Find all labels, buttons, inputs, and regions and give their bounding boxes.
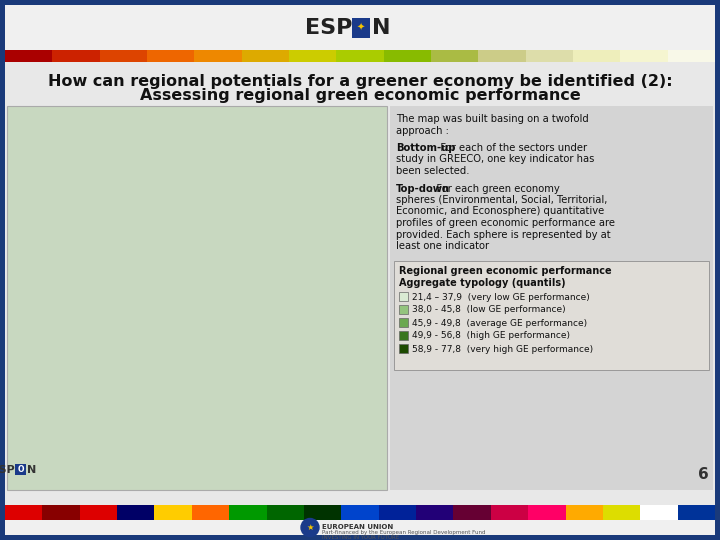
Bar (352, 17, 370, 37)
Text: approach :: approach : (396, 125, 449, 136)
Bar (194, 50, 242, 62)
Circle shape (301, 518, 319, 537)
Bar (5, 5, 715, 50)
Bar (242, 50, 289, 62)
Text: The map was built basing on a twofold: The map was built basing on a twofold (396, 114, 589, 124)
Bar (640, 505, 678, 520)
Text: Bottom-up: Bottom-up (396, 143, 456, 153)
Text: been selected.: been selected. (396, 166, 469, 176)
Text: How can regional potentials for a greener economy be identified (2):: How can regional potentials for a greene… (48, 74, 672, 89)
Text: ★: ★ (306, 523, 314, 532)
Bar (53, 50, 99, 62)
Text: Economic, and Econosphere) quantitative: Economic, and Econosphere) quantitative (396, 206, 604, 217)
Bar (491, 505, 528, 520)
Text: least one indicator: least one indicator (396, 241, 489, 251)
Text: spheres (Environmental, Social, Territorial,: spheres (Environmental, Social, Territor… (396, 195, 608, 205)
Bar (341, 505, 379, 520)
Text: O: O (17, 465, 24, 475)
Text: 6: 6 (698, 467, 709, 482)
Text: ESP: ESP (0, 465, 15, 475)
Text: Aggregate typology (quantils): Aggregate typology (quantils) (399, 278, 566, 287)
Text: Regional green economic performance: Regional green economic performance (399, 266, 611, 275)
Bar (5, 50, 53, 62)
Bar (80, 505, 117, 520)
Text: study in GREECO, one key indicator has: study in GREECO, one key indicator has (396, 154, 595, 165)
Text: 21,4 – 37,9  (very low GE performance): 21,4 – 37,9 (very low GE performance) (412, 293, 590, 301)
Bar (399, 292, 408, 300)
Text: EUROPEAN UNION: EUROPEAN UNION (322, 524, 393, 530)
Bar (379, 505, 416, 520)
Text: ESP: ESP (305, 17, 352, 37)
Bar (621, 50, 667, 62)
Bar (155, 505, 192, 520)
Bar (117, 505, 155, 520)
Text: INVESTING IN YOUR FUTURE: INVESTING IN YOUR FUTURE (322, 535, 399, 540)
Bar (192, 505, 229, 520)
Text: 49,9 - 56,8  (high GE performance): 49,9 - 56,8 (high GE performance) (412, 332, 570, 341)
Bar (565, 505, 603, 520)
Text: N: N (27, 465, 36, 475)
Text: N: N (372, 17, 390, 37)
Bar (603, 505, 640, 520)
Bar (266, 505, 304, 520)
Bar (526, 50, 573, 62)
Bar (15, 464, 26, 475)
Bar (147, 50, 194, 62)
Bar (399, 330, 408, 340)
Text: profiles of green economic performance are: profiles of green economic performance a… (396, 218, 615, 228)
Bar (416, 505, 454, 520)
Bar (229, 505, 266, 520)
Bar (5, 505, 42, 520)
Bar (667, 50, 715, 62)
Bar (99, 50, 147, 62)
Bar (304, 505, 341, 520)
Text: 58,9 - 77,8  (very high GE performance): 58,9 - 77,8 (very high GE performance) (412, 345, 593, 354)
Bar (454, 505, 491, 520)
Bar (384, 50, 431, 62)
Text: ✦: ✦ (357, 23, 365, 32)
Bar (336, 50, 384, 62)
Bar (678, 505, 715, 520)
Text: 45,9 - 49,8  (average GE performance): 45,9 - 49,8 (average GE performance) (412, 319, 587, 327)
Bar (478, 50, 526, 62)
Text: Part-financed by the European Regional Development Fund: Part-financed by the European Regional D… (322, 530, 485, 535)
Text: : For each of the sectors under: : For each of the sectors under (433, 143, 587, 153)
Bar (431, 50, 478, 62)
Bar (399, 318, 408, 327)
Bar (42, 505, 80, 520)
Bar (390, 106, 713, 490)
Bar (573, 50, 621, 62)
Text: Top-down: Top-down (396, 184, 450, 193)
Bar (289, 50, 336, 62)
Bar (394, 260, 709, 369)
Text: Assessing regional green economic performance: Assessing regional green economic perfor… (140, 88, 580, 103)
Bar (399, 305, 408, 314)
Bar (5, 520, 715, 535)
Bar (399, 343, 408, 353)
Text: provided. Each sphere is represented by at: provided. Each sphere is represented by … (396, 230, 611, 240)
Text: : For each green economy: : For each green economy (430, 184, 559, 193)
Bar (528, 505, 565, 520)
Bar (7, 106, 387, 490)
Text: 38,0 - 45,8  (low GE performance): 38,0 - 45,8 (low GE performance) (412, 306, 566, 314)
